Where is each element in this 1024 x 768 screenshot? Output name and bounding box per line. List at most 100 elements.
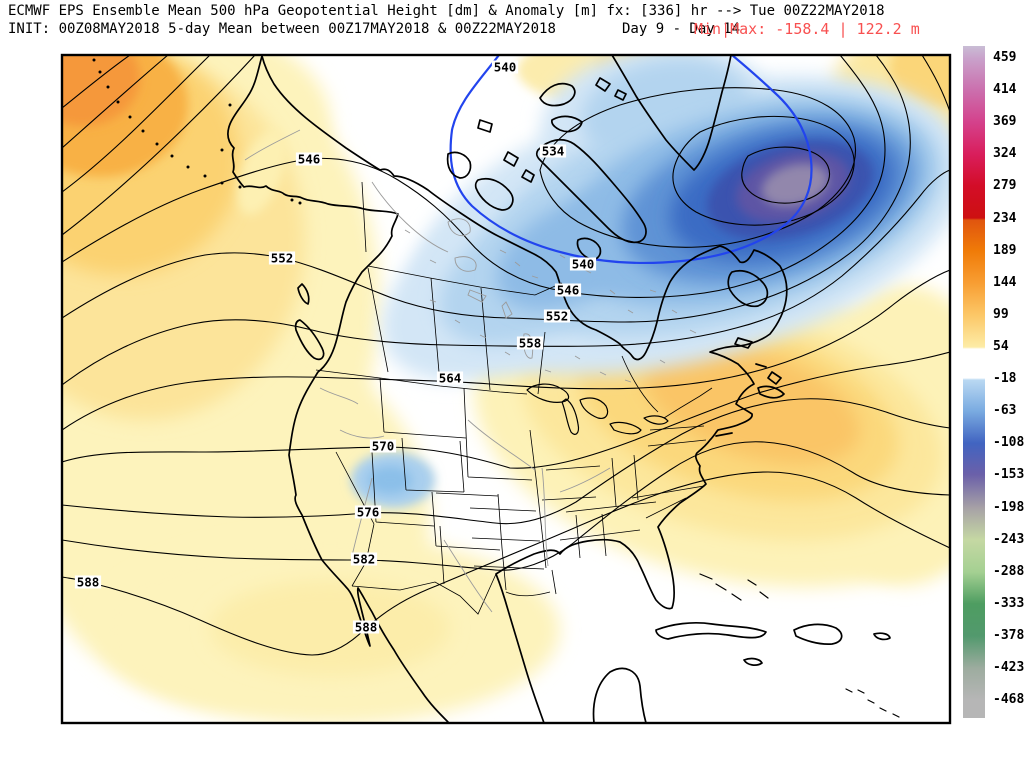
contour-label-halo <box>543 309 571 323</box>
canada-province-borders <box>361 181 659 413</box>
colorbar-tick: 414 <box>993 82 1017 97</box>
contour-570 <box>62 351 950 469</box>
colorbar-tick: 234 <box>993 211 1017 226</box>
contour-label-halo <box>436 371 464 385</box>
colorbar-tick: -288 <box>993 564 1024 579</box>
contour-label: 588 <box>77 575 100 590</box>
island-hispaniola <box>793 623 843 645</box>
great-lakes <box>526 383 669 435</box>
contour-label: 552 <box>546 309 569 324</box>
lake-ontario <box>643 415 669 425</box>
contour-label: 534 <box>542 144 565 159</box>
colorbar-tick: 459 <box>993 50 1017 65</box>
colorbar-tick: -153 <box>993 467 1024 482</box>
us-canada-border <box>315 369 713 419</box>
contour-label-halo <box>539 144 567 158</box>
coastlines <box>92 55 900 723</box>
colorbar-tick: 99 <box>993 307 1009 322</box>
contour-label-halo <box>354 505 382 519</box>
contour-label-halo <box>569 257 597 271</box>
state-borders <box>315 181 713 615</box>
map-frame <box>60 53 952 725</box>
lake-great-slave <box>454 256 477 272</box>
island-jamaica <box>743 657 763 666</box>
small-lakes-scatter <box>404 229 697 383</box>
contour-558 <box>62 169 950 386</box>
island-nova-scotia <box>757 385 785 399</box>
day-range-label: Day 9 - Day 14 <box>622 21 741 37</box>
negative-anomaly-great-basin <box>351 452 435 508</box>
island-baffin <box>535 138 647 244</box>
contour-label: 540 <box>572 257 595 272</box>
contour-label: 588 <box>355 620 378 635</box>
contour-522-closed <box>741 146 830 204</box>
minmax-readout: Min|Max: -158.4 | 122.2 m <box>694 20 920 38</box>
colorbar-tick: -18 <box>993 371 1017 386</box>
colorbar-tick: -63 <box>993 403 1017 418</box>
island-banks <box>446 151 472 179</box>
island-newfoundland <box>727 269 769 308</box>
contour-label-halo <box>352 620 380 634</box>
colorbar-tick: -198 <box>993 500 1024 515</box>
contour-label: 552 <box>271 251 294 266</box>
coast-yucatan <box>592 667 647 723</box>
contour-534-closed <box>539 87 856 248</box>
island-cuba <box>655 621 767 640</box>
islands-gulf-stlawrence <box>715 337 782 437</box>
islands-arctic-small <box>477 77 627 183</box>
colorbar-tick: 279 <box>993 178 1017 193</box>
lake-reindeer <box>501 301 513 319</box>
lake-athabasca <box>467 289 487 303</box>
contour-546 <box>62 55 886 298</box>
anomaly-shading <box>62 55 950 723</box>
island-haida-gwaii <box>297 283 310 305</box>
island-southampton <box>576 237 602 261</box>
coast-greenland <box>611 55 732 171</box>
colorbar-tick: -468 <box>993 692 1024 707</box>
lake-michigan <box>561 398 580 435</box>
lake-huron <box>579 397 609 419</box>
colorbar-tick: 54 <box>993 339 1009 354</box>
island-ellesmere <box>539 82 576 107</box>
contour-label: 540 <box>494 60 517 75</box>
contour-label-halo <box>516 336 544 350</box>
island-devon <box>550 115 583 133</box>
contour-label-halo <box>350 552 378 566</box>
contour-528-closed <box>672 115 855 226</box>
contour-588 <box>62 471 950 656</box>
contour-label: 558 <box>519 336 542 351</box>
colorbar-tick: 189 <box>993 243 1017 258</box>
island-victoria <box>474 177 514 211</box>
colorbar-tick: -378 <box>993 628 1024 643</box>
contour-label-halo <box>554 283 582 297</box>
lake-great-bear <box>447 218 471 236</box>
islands-lesser-antilles <box>845 688 900 718</box>
lake-erie <box>609 421 642 435</box>
islands-bahamas <box>699 573 769 601</box>
contour-label: 564 <box>439 371 462 386</box>
contour-label: 546 <box>298 152 321 167</box>
contour-label-halo <box>369 439 397 453</box>
contour-564 <box>62 269 950 431</box>
ridge-arc-contours <box>62 55 950 236</box>
contour-label: 582 <box>353 552 376 567</box>
us-mexico-border <box>351 573 497 615</box>
coast-pacific-mainland <box>227 55 449 723</box>
colorbar-tick: -333 <box>993 596 1024 611</box>
contour-labels: 540 534 546 540 552 546 552 558 564 570 576 582 588 5… <box>74 60 597 635</box>
island-puerto-rico <box>873 632 891 641</box>
contour-label: 576 <box>357 505 380 520</box>
anomaly-colorbar <box>963 46 985 718</box>
contour-label-halo <box>268 251 296 265</box>
chart-title-line1: ECMWF EPS Ensemble Mean 500 hPa Geopoten… <box>8 3 885 19</box>
lake-superior <box>526 383 570 403</box>
chart-title-line2: INIT: 00Z08MAY2018 5-day Mean between 00… <box>8 21 556 37</box>
contour-label-halo <box>295 152 323 166</box>
contour-576 <box>62 398 950 525</box>
colorbar-tick: -108 <box>993 435 1024 450</box>
colorbar-tick: -423 <box>993 660 1024 675</box>
islands-aleutians <box>92 58 302 205</box>
contour-label-halo <box>491 60 519 74</box>
colorbar-tick: 144 <box>993 275 1017 290</box>
